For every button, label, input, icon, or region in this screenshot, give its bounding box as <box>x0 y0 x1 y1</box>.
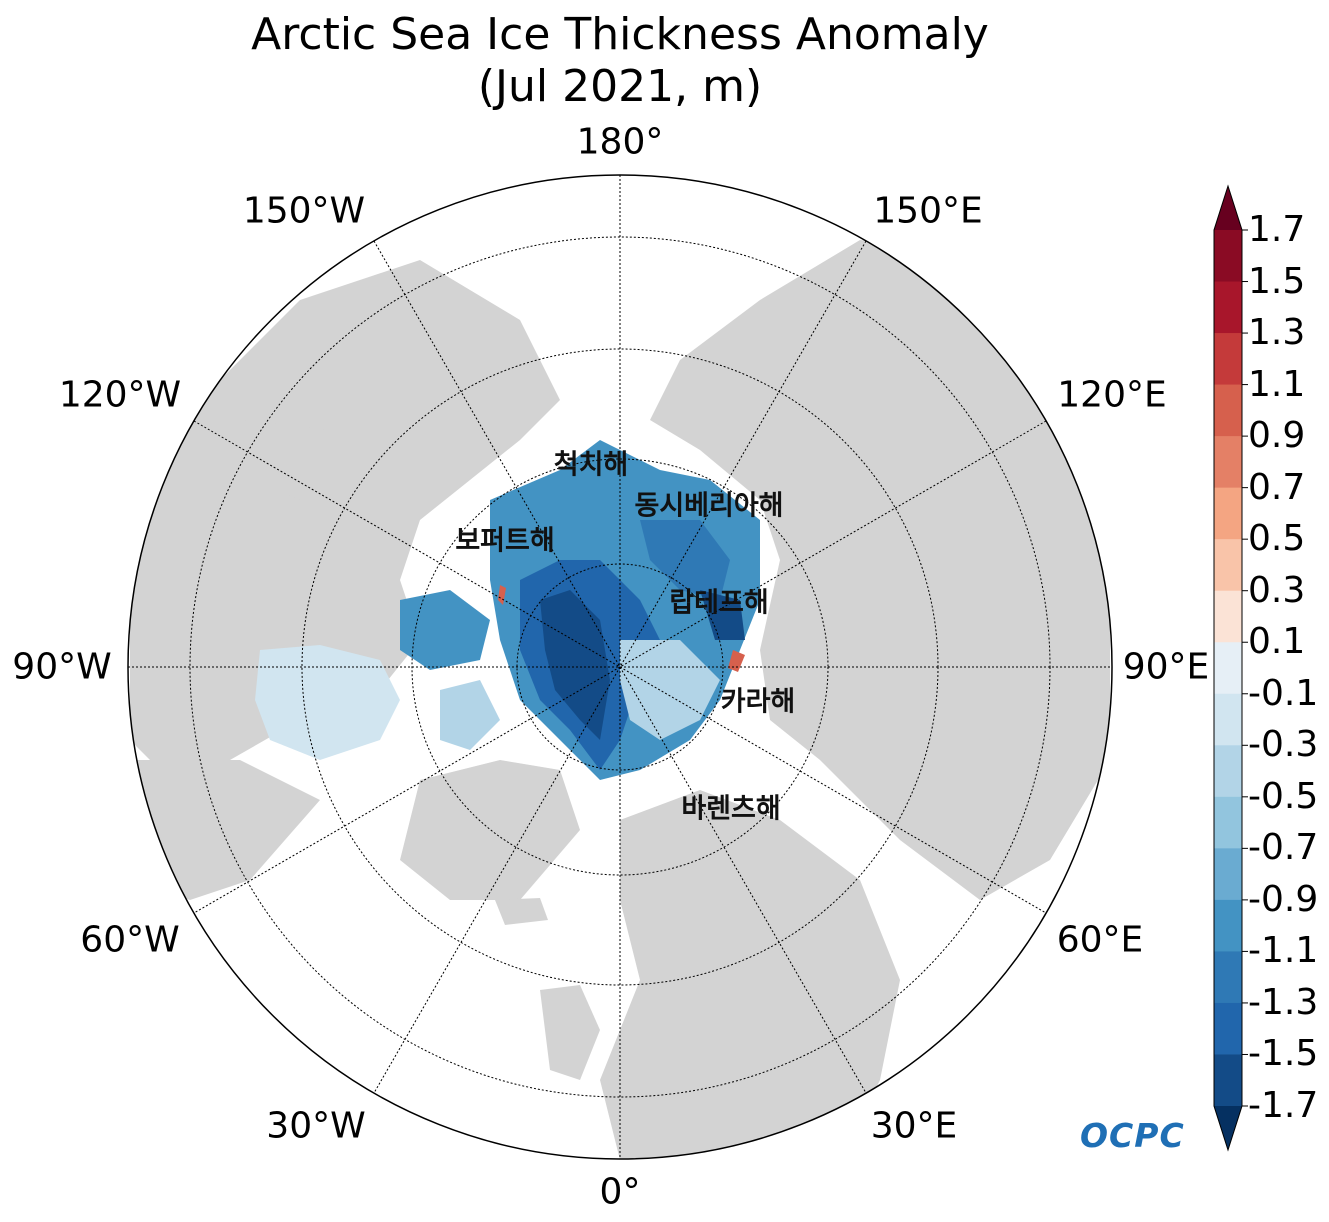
colorbar-segment <box>1214 1002 1242 1055</box>
lon-label-60e: 60°E <box>1056 919 1144 961</box>
map-subtitle: (Jul 2021, m) <box>477 61 763 112</box>
lon-label-30e: 30°E <box>870 1105 958 1147</box>
colorbar-tick-label: 1.5 <box>1248 260 1306 302</box>
lon-label-90w: 90°W <box>12 646 112 688</box>
colorbar-tick-label: -0.9 <box>1248 878 1319 920</box>
colorbar-segment <box>1214 745 1242 798</box>
colorbar-tick-label: -0.3 <box>1248 724 1319 766</box>
colorbar-tick-label: -1.1 <box>1248 930 1319 972</box>
colorbar-segment <box>1214 384 1242 437</box>
colorbar-segment <box>1214 1054 1242 1107</box>
colorbar-segment <box>1214 590 1242 643</box>
lon-label-120e: 120°E <box>1057 374 1167 416</box>
colorbar-tick-label: -1.5 <box>1248 1033 1319 1075</box>
colorbar-tick-label: -0.7 <box>1248 827 1319 869</box>
lon-label-150w: 150°W <box>242 190 366 232</box>
colorbar-tick-label: 1.7 <box>1248 209 1306 250</box>
colorbar-tick-label: 0.9 <box>1248 415 1306 457</box>
colorbar-extend-min <box>1214 1106 1242 1150</box>
colorbar-segment <box>1214 642 1242 695</box>
map-boundary <box>127 174 1113 1160</box>
colorbar-tick-label: 0.7 <box>1248 466 1306 508</box>
colorbar-tick-label: -1.7 <box>1248 1085 1319 1126</box>
lon-label-60w: 60°W <box>80 919 180 961</box>
colorbar-segment <box>1214 693 1242 746</box>
map-title: Arctic Sea Ice Thickness Anomaly <box>251 9 989 60</box>
land <box>130 240 1110 1159</box>
colorbar-segment <box>1214 539 1242 592</box>
colorbar-tick-label: 1.3 <box>1248 312 1306 354</box>
colorbar-segment <box>1214 281 1242 334</box>
lon-label-150e: 150°E <box>873 190 983 232</box>
colorbar-tick-label: 0.5 <box>1248 518 1306 560</box>
lon-label-90e: 90°E <box>1122 646 1210 688</box>
colorbar-tick-label: 1.1 <box>1248 363 1306 405</box>
colorbar-segment <box>1214 436 1242 489</box>
lon-label-30w: 30°W <box>266 1105 366 1147</box>
lon-label-0: 0° <box>599 1171 641 1213</box>
colorbar-tick-label: -0.5 <box>1248 775 1319 817</box>
colorbar-tick-label: 0.3 <box>1248 569 1306 611</box>
ocpc-logo: OCPC <box>1080 1116 1185 1155</box>
colorbar-segment <box>1214 487 1242 540</box>
colorbar-segment <box>1214 333 1242 386</box>
sea-label-laptev: 랍테프해 <box>669 587 769 619</box>
colorbar-segment <box>1214 796 1242 849</box>
colorbar-segment <box>1214 951 1242 1004</box>
ice-anomaly-field <box>255 440 760 780</box>
sea-label-beaufort: 보퍼트해 <box>455 525 555 557</box>
colorbar-tick-label: -0.1 <box>1248 672 1319 714</box>
colorbar-extend-max <box>1214 186 1242 230</box>
sea-label-kara: 카라해 <box>720 686 796 718</box>
sea-label-east-siberian: 동시베리아해 <box>634 490 784 522</box>
colorbar-tick-label: -1.3 <box>1248 981 1319 1023</box>
colorbar-tick-label: 0.1 <box>1248 621 1306 663</box>
lon-label-120w: 120°W <box>58 374 182 416</box>
lon-label-180: 180° <box>576 121 664 163</box>
sea-label-barents: 바렌츠해 <box>681 793 781 825</box>
sea-label-chukchi: 척치해 <box>553 449 629 481</box>
map-disk <box>130 240 1110 1159</box>
colorbar-segment <box>1214 899 1242 952</box>
colorbar <box>1213 184 1248 1152</box>
colorbar-segment <box>1214 848 1242 901</box>
colorbar-segment <box>1214 230 1242 283</box>
graticule <box>128 175 1112 1159</box>
